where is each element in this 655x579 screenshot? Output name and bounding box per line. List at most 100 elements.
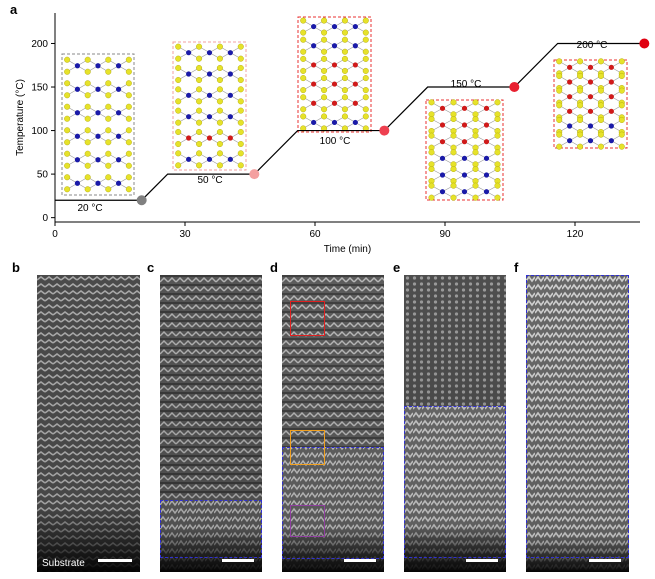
metal-atom xyxy=(227,156,233,162)
sulfur-atom xyxy=(341,113,348,120)
sulfur-atom xyxy=(300,87,307,94)
sulfur-atom xyxy=(341,67,348,74)
sulfur-atom xyxy=(341,55,348,62)
sulfur-atom xyxy=(341,75,348,82)
sulfur-atom xyxy=(216,98,223,105)
roi-red-box xyxy=(290,301,325,336)
sulfur-atom xyxy=(64,115,71,122)
sulfur-atom xyxy=(618,143,625,150)
sulfur-atom xyxy=(577,143,584,150)
sulfur-atom xyxy=(216,43,223,50)
sulfur-atom xyxy=(577,102,584,109)
sulfur-atom xyxy=(341,29,348,36)
scale-bar xyxy=(222,559,254,562)
sulfur-atom xyxy=(450,132,457,139)
sulfur-atom xyxy=(362,94,369,101)
metal-atom xyxy=(439,189,446,195)
metal-atom xyxy=(115,63,122,69)
sulfur-atom xyxy=(237,43,244,50)
metal-atom xyxy=(567,94,573,100)
sulfur-atom xyxy=(494,194,501,201)
sulfur-atom xyxy=(237,128,244,135)
metal-atom xyxy=(461,139,468,145)
sulfur-atom xyxy=(237,64,244,71)
sulfur-atom xyxy=(125,150,132,157)
sulfur-atom xyxy=(125,103,132,110)
sulfur-atom xyxy=(321,94,328,101)
structure-inset-150c xyxy=(425,99,504,201)
sulfur-atom xyxy=(300,125,307,132)
sulfur-atom xyxy=(300,75,307,82)
sulfur-atom xyxy=(237,86,244,93)
sulfur-atom xyxy=(105,80,112,87)
sulfur-atom xyxy=(494,115,501,122)
metal-atom xyxy=(115,110,122,116)
metal-atom xyxy=(461,189,468,195)
metal-atom xyxy=(115,180,122,186)
structure-frame xyxy=(172,41,247,171)
sulfur-atom xyxy=(341,36,348,43)
sulfur-atom xyxy=(175,150,182,157)
structure-frame xyxy=(425,99,504,201)
panel-label-e: e xyxy=(393,260,401,275)
metal-atom xyxy=(74,86,81,92)
structure-frame xyxy=(553,59,628,149)
metal-atom xyxy=(567,138,573,144)
sulfur-atom xyxy=(196,119,203,126)
sulfur-atom xyxy=(362,17,369,24)
sulfur-atom xyxy=(125,80,132,87)
temperature-marker xyxy=(249,169,260,180)
metal-atom xyxy=(587,108,594,114)
metal-atom xyxy=(331,119,338,126)
sulfur-atom xyxy=(175,76,182,83)
metal-atom xyxy=(227,135,233,141)
sulfur-atom xyxy=(321,36,328,43)
sulfur-atom xyxy=(175,55,182,62)
sulfur-atom xyxy=(341,94,348,101)
metal-atom xyxy=(483,122,490,128)
sulfur-atom xyxy=(125,127,132,134)
metal-atom xyxy=(567,79,573,85)
metal-atom xyxy=(439,139,446,145)
temperature-marker xyxy=(639,38,650,49)
sulfur-atom xyxy=(196,64,203,71)
sulfur-atom xyxy=(321,75,328,82)
scale-bar xyxy=(589,559,621,562)
sulfur-atom xyxy=(84,56,91,63)
structure-inset-200c xyxy=(553,58,628,150)
sulfur-atom xyxy=(577,58,584,65)
sulfur-atom xyxy=(428,165,435,172)
metal-atom xyxy=(608,64,614,70)
sulfur-atom xyxy=(300,48,307,55)
sulfur-atom xyxy=(321,29,328,36)
sulfur-atom xyxy=(321,125,328,132)
temperature-marker xyxy=(136,195,147,206)
metal-atom xyxy=(439,155,446,161)
sulfur-atom xyxy=(175,140,182,147)
metal-atom xyxy=(608,123,614,129)
sulfur-atom xyxy=(64,92,71,99)
x-axis-label: Time (min) xyxy=(324,244,371,255)
stem-image-b: Substrate xyxy=(37,275,140,572)
metal-atom xyxy=(587,123,594,129)
sulfur-atom xyxy=(428,149,435,156)
sulfur-atom xyxy=(105,162,112,169)
sulfur-atom xyxy=(64,56,71,63)
sulfur-atom xyxy=(450,194,457,201)
sulfur-atom xyxy=(494,99,501,106)
sulfur-atom xyxy=(300,94,307,101)
metal-atom xyxy=(587,138,594,144)
metal-atom xyxy=(483,155,490,161)
sulfur-atom xyxy=(556,131,563,138)
sulfur-atom xyxy=(84,115,91,122)
sulfur-atom xyxy=(618,87,625,94)
sulfur-atom xyxy=(64,127,71,134)
sulfur-atom xyxy=(341,106,348,113)
sulfur-atom xyxy=(196,162,203,169)
metal-atom xyxy=(352,62,358,68)
sulfur-atom xyxy=(577,116,584,123)
temperature-annotation: 20 °C xyxy=(77,203,102,214)
sulfur-atom xyxy=(577,72,584,79)
sulfur-atom xyxy=(237,150,244,157)
sulfur-atom xyxy=(196,107,203,114)
